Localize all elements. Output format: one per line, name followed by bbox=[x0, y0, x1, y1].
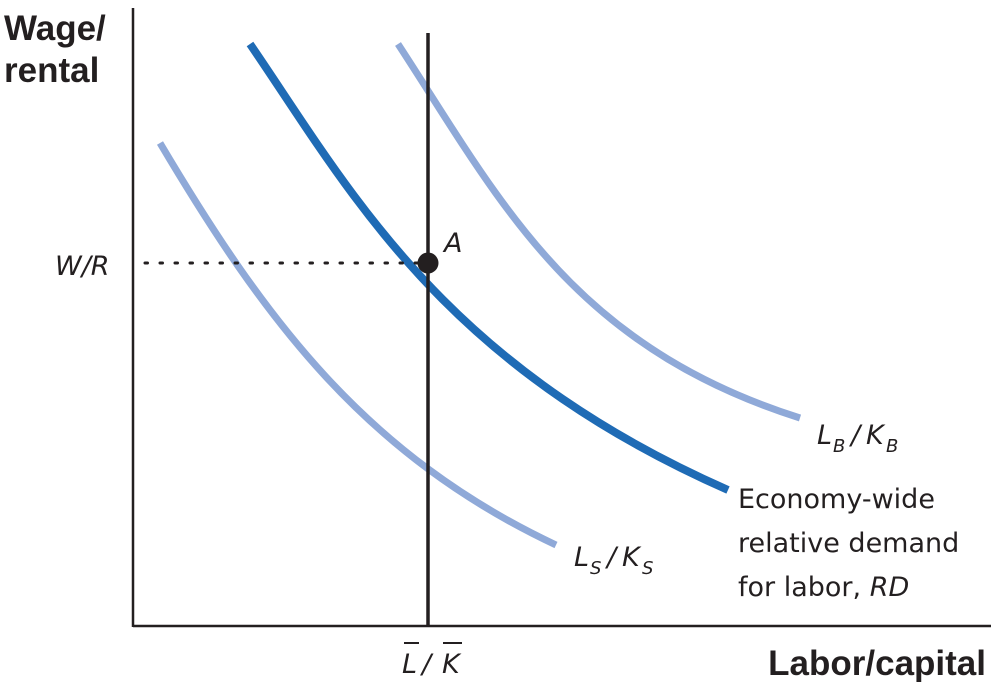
rd-label-line1: Economy-wide bbox=[738, 484, 935, 515]
y-tick-label-wr: W/R bbox=[55, 251, 110, 282]
lb-kb-slash: / bbox=[849, 420, 863, 451]
ls-ks-slash: / bbox=[605, 542, 619, 573]
rd-label: Economy-wide relative demand for labor, … bbox=[738, 484, 959, 603]
ls-ks-curve bbox=[156, 141, 558, 549]
lb-kb-curve bbox=[395, 42, 802, 422]
lb-kb-l: L bbox=[817, 420, 832, 451]
ls-ks-label: L S / K S bbox=[574, 542, 653, 579]
rd-curve bbox=[246, 41, 730, 494]
lb-kb-k: K bbox=[866, 420, 886, 451]
x-tick-label-l: L bbox=[402, 649, 417, 680]
ls-ks-l: L bbox=[574, 542, 589, 573]
rd-label-line3: for labor, RD bbox=[738, 572, 909, 603]
x-tick-label-slash: / bbox=[420, 649, 434, 680]
x-axis-title: Labor/capital bbox=[768, 644, 986, 682]
y-axis-title-line2: rental bbox=[4, 51, 99, 90]
ls-ks-sub-s: S bbox=[590, 558, 601, 579]
point-label-a: A bbox=[442, 228, 462, 259]
rd-label-line2: relative demand bbox=[738, 528, 959, 559]
ls-ks-sub-s2: S bbox=[642, 558, 653, 579]
x-tick-label-lk: L / K bbox=[402, 642, 462, 680]
ls-ks-k: K bbox=[622, 542, 642, 573]
lb-kb-sub-b: B bbox=[833, 436, 845, 457]
lb-kb-label: L B / K B bbox=[817, 420, 898, 457]
rd-label-line3-italic: RD bbox=[870, 572, 910, 603]
x-tick-label-k: K bbox=[442, 649, 462, 680]
equilibrium-point bbox=[417, 252, 439, 274]
lb-kb-sub-b2: B bbox=[886, 436, 898, 457]
y-axis-title-line1: Wage/ bbox=[4, 9, 106, 48]
rd-label-line3-prefix: for labor, bbox=[738, 572, 870, 603]
